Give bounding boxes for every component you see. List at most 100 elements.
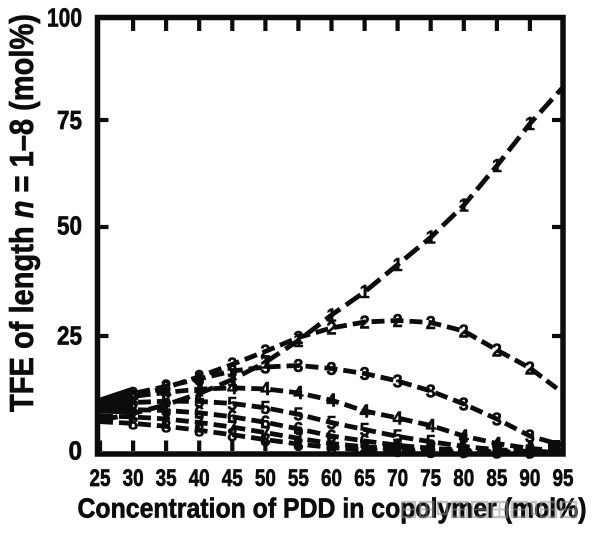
svg-text:2: 2: [393, 311, 403, 331]
svg-text:1: 1: [128, 404, 138, 424]
svg-text:5: 5: [161, 392, 171, 412]
svg-text:6: 6: [128, 400, 138, 420]
svg-text:6: 6: [260, 413, 270, 433]
svg-text:5: 5: [393, 427, 403, 447]
svg-text:4: 4: [326, 391, 336, 411]
svg-text:7: 7: [293, 429, 303, 449]
svg-text:4: 4: [227, 378, 237, 398]
svg-text:100: 100: [47, 3, 82, 33]
svg-text:4: 4: [393, 408, 403, 428]
svg-text:7: 7: [260, 423, 270, 443]
svg-text:7: 7: [227, 417, 237, 437]
svg-text:3: 3: [393, 371, 403, 391]
svg-text:3: 3: [194, 369, 204, 389]
svg-text:5: 5: [326, 413, 336, 433]
svg-text:TFE of length n = 1–8 (mol%): TFE of length n = 1–8 (mol%): [3, 14, 40, 412]
svg-text:50: 50: [255, 465, 276, 492]
svg-text:7: 7: [161, 409, 171, 429]
svg-text:2: 2: [293, 328, 303, 348]
svg-text:60: 60: [321, 465, 342, 492]
svg-text:6: 6: [293, 419, 303, 439]
svg-text:4: 4: [459, 426, 469, 446]
svg-text:2: 2: [525, 358, 535, 378]
svg-text:1: 1: [194, 384, 204, 404]
svg-text:0: 0: [69, 435, 83, 465]
svg-text:80: 80: [453, 465, 474, 492]
svg-text:5: 5: [293, 405, 303, 425]
svg-text:1: 1: [326, 305, 336, 325]
svg-text:3: 3: [161, 377, 171, 397]
svg-text:35: 35: [156, 465, 177, 492]
svg-text:1: 1: [459, 196, 469, 216]
svg-text:25: 25: [57, 320, 82, 350]
svg-text:2: 2: [459, 321, 469, 341]
svg-text:5: 5: [360, 420, 370, 440]
svg-text:1: 1: [525, 114, 535, 134]
svg-text:2: 2: [360, 312, 370, 332]
svg-text:8: 8: [194, 421, 204, 441]
svg-text:5: 5: [194, 392, 204, 412]
svg-text:2: 2: [426, 313, 436, 333]
svg-text:75: 75: [420, 465, 441, 492]
svg-text:70: 70: [387, 465, 408, 492]
svg-text:8: 8: [161, 417, 171, 437]
svg-text:30: 30: [123, 465, 144, 492]
svg-text:2: 2: [194, 367, 204, 387]
svg-text:2: 2: [161, 378, 171, 398]
svg-text:7: 7: [128, 407, 138, 427]
svg-text:2: 2: [227, 355, 237, 375]
svg-text:3: 3: [360, 364, 370, 384]
svg-text:3: 3: [227, 361, 237, 381]
svg-text:1: 1: [426, 228, 436, 248]
svg-text:8: 8: [393, 441, 403, 461]
svg-text:1: 1: [492, 156, 502, 176]
svg-text:65: 65: [354, 465, 375, 492]
svg-text:40: 40: [189, 465, 210, 492]
svg-text:45: 45: [222, 465, 243, 492]
svg-text:4: 4: [128, 387, 138, 407]
svg-text:4: 4: [260, 379, 270, 399]
svg-text:1: 1: [360, 282, 370, 302]
svg-text:2: 2: [492, 340, 502, 360]
svg-text:3: 3: [293, 356, 303, 376]
svg-text:4: 4: [426, 416, 436, 436]
svg-text:2: 2: [326, 318, 336, 338]
svg-text:5: 5: [227, 394, 237, 414]
svg-text:3: 3: [525, 426, 535, 446]
svg-text:5: 5: [128, 393, 138, 413]
svg-text:8: 8: [128, 414, 138, 434]
svg-text:5: 5: [260, 398, 270, 418]
svg-text:8: 8: [260, 430, 270, 450]
svg-text:2: 2: [260, 342, 270, 362]
svg-text:50: 50: [57, 210, 82, 240]
svg-text:1: 1: [260, 353, 270, 373]
svg-text:4: 4: [293, 383, 303, 403]
svg-text:3: 3: [492, 409, 502, 429]
svg-text:7: 7: [194, 413, 204, 433]
svg-text:1: 1: [161, 395, 171, 415]
svg-text:4: 4: [360, 401, 370, 421]
svg-text:3: 3: [426, 381, 436, 401]
svg-text:1: 1: [293, 331, 303, 351]
svg-text:6: 6: [161, 401, 171, 421]
svg-text:6: 6: [326, 426, 336, 446]
svg-text:1: 1: [227, 370, 237, 390]
svg-text:6: 6: [227, 407, 237, 427]
svg-text:6: 6: [194, 403, 204, 423]
svg-text:90: 90: [519, 465, 540, 492]
svg-text:85: 85: [486, 465, 507, 492]
svg-text:3: 3: [260, 357, 270, 377]
svg-text:75: 75: [57, 105, 82, 135]
svg-text:95: 95: [553, 465, 574, 492]
svg-text:3: 3: [128, 384, 138, 404]
svg-text:Concentration of PDD in copoly: Concentration of PDD in copolymer (mol%): [78, 493, 587, 524]
svg-text:2: 2: [128, 388, 138, 408]
svg-text:55: 55: [288, 465, 309, 492]
svg-text:8: 8: [227, 425, 237, 445]
svg-text:1: 1: [393, 255, 403, 275]
svg-text:25: 25: [90, 465, 111, 492]
svg-text:3: 3: [459, 394, 469, 414]
svg-text:4: 4: [194, 380, 204, 400]
svg-text:4: 4: [161, 383, 171, 403]
svg-text:3: 3: [326, 359, 336, 379]
